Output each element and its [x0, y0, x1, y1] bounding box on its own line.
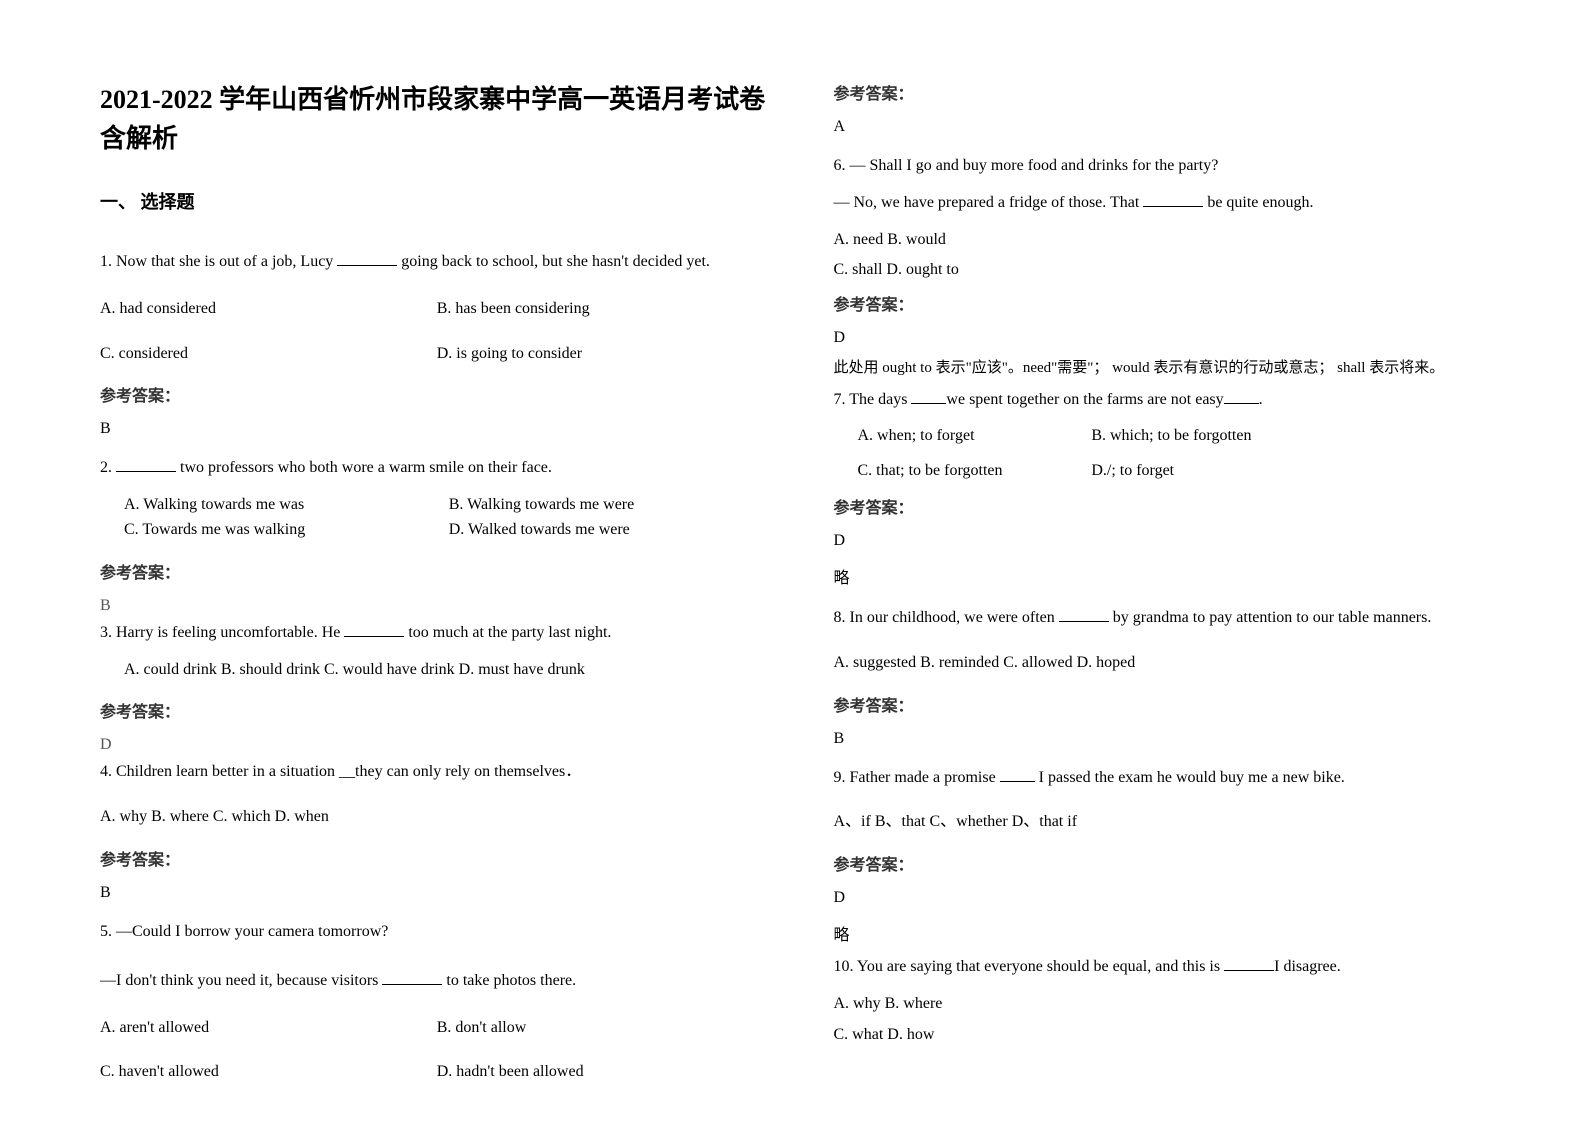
- q5-stem2b: to take photos there.: [442, 972, 576, 989]
- q2-ref-label: 参考答案：: [100, 559, 774, 583]
- q6-stem2a: — No, we have prepared a fridge of those…: [834, 194, 1144, 211]
- q2-opt-b: B. Walking towards me were: [449, 493, 774, 518]
- q5-stem2: —I don't think you need it, because visi…: [100, 969, 774, 994]
- q2-options: A. Walking towards me was B. Walking tow…: [100, 493, 774, 543]
- q7-opt-d: D./; to forget: [1091, 459, 1174, 484]
- blank: [1143, 191, 1203, 207]
- q5-stem2a: —I don't think you need it, because visi…: [100, 972, 382, 989]
- blank: [344, 621, 404, 637]
- q1-stem-a: 1. Now that she is out of a job, Lucy: [100, 253, 337, 270]
- right-column: 参考答案： A 6. — Shall I go and buy more foo…: [814, 80, 1528, 1082]
- q9-stem: 9. Father made a promise I passed the ex…: [834, 766, 1508, 791]
- q2-stem-a: 2.: [100, 459, 116, 476]
- q3-stem-a: 3. Harry is feeling uncomfortable. He: [100, 624, 344, 641]
- q7-stem: 7. The days we spent together on the far…: [834, 388, 1508, 413]
- q8-answer: B: [834, 730, 1508, 748]
- q8-options: A. suggested B. reminded C. allowed D. h…: [834, 651, 1508, 676]
- q6-answer: D: [834, 329, 1508, 347]
- q3-stem-b: too much at the party last night.: [404, 624, 611, 641]
- q6-stem2: — No, we have prepared a fridge of those…: [834, 191, 1508, 216]
- q1-opt-a: A. had considered: [100, 297, 437, 322]
- q2-stem: 2. two professors who both wore a warm s…: [100, 456, 774, 481]
- q7-opt-b: B. which; to be forgotten: [1091, 424, 1251, 449]
- q3-options: A. could drink B. should drink C. would …: [100, 658, 774, 683]
- q1-options: A. had considered B. has been considerin…: [100, 287, 774, 367]
- q6-explain: 此处用 ought to 表示"应该"。need"需要"； would 表示有意…: [834, 357, 1508, 380]
- page: 2021-2022 学年山西省忻州市段家寨中学高一英语月考试卷含解析 一、 选择…: [0, 0, 1587, 1122]
- q9-options: A、if B、that C、whether D、that if: [834, 810, 1508, 835]
- q7-answer: D: [834, 532, 1508, 550]
- q7-ref-label: 参考答案：: [834, 494, 1508, 518]
- q8-stem-a: 8. In our childhood, we were often: [834, 609, 1059, 626]
- q3-ref-label: 参考答案：: [100, 698, 774, 722]
- q6-opt-cd: C. shall D. ought to: [834, 258, 1508, 283]
- q5-stem1: 5. —Could I borrow your camera tomorrow?: [100, 920, 774, 945]
- section-1-heading: 一、 选择题: [100, 188, 774, 214]
- blank: [1224, 388, 1259, 404]
- q5-options: A. aren't allowed B. don't allow C. have…: [100, 1006, 774, 1086]
- q9-ref-label: 参考答案：: [834, 851, 1508, 875]
- q1-opt-d: D. is going to consider: [437, 342, 774, 367]
- q9-answer: D: [834, 889, 1508, 907]
- q1-ref-label: 参考答案：: [100, 382, 774, 406]
- q5-ref-label: 参考答案：: [834, 80, 1508, 104]
- blank: [1224, 955, 1274, 971]
- q6-stem2b: be quite enough.: [1203, 194, 1313, 211]
- q10-stem-a: 10. You are saying that everyone should …: [834, 958, 1225, 975]
- q5-opt-d: D. hadn't been allowed: [437, 1060, 774, 1085]
- q7-extra: 略: [834, 564, 1508, 588]
- q2-opt-d: D. Walked towards me were: [449, 518, 774, 543]
- blank: [1000, 766, 1035, 782]
- q9-stem-a: 9. Father made a promise: [834, 769, 1000, 786]
- q6-opt-ab: A. need B. would: [834, 228, 1508, 253]
- blank: [1059, 606, 1109, 622]
- q7-opt-a: A. when; to forget: [858, 424, 1092, 449]
- q1-opt-c: C. considered: [100, 342, 437, 367]
- q8-ref-label: 参考答案：: [834, 692, 1508, 716]
- q7-stem-a: 7. The days: [834, 391, 912, 408]
- q7-options: A. when; to forget B. which; to be forgo…: [834, 424, 1508, 484]
- q7-stem-b: we spent together on the farms are not e…: [946, 391, 1223, 408]
- q1-stem-b: going back to school, but she hasn't dec…: [397, 253, 710, 270]
- q10-stem: 10. You are saying that everyone should …: [834, 955, 1508, 980]
- q5-opt-c: C. haven't allowed: [100, 1060, 437, 1085]
- blank: [116, 456, 176, 472]
- q3-answer: D: [100, 736, 774, 754]
- blank: [911, 388, 946, 404]
- q10-opt-cd: C. what D. how: [834, 1023, 1508, 1048]
- blank: [382, 969, 442, 985]
- q5-opt-b: B. don't allow: [437, 1016, 774, 1041]
- q2-answer: B: [100, 597, 774, 615]
- q1-answer: B: [100, 420, 774, 438]
- q10-stem-b: I disagree.: [1274, 958, 1341, 975]
- q5-opt-a: A. aren't allowed: [100, 1016, 437, 1041]
- q6-ref-label: 参考答案：: [834, 291, 1508, 315]
- q9-extra: 略: [834, 921, 1508, 945]
- blank: [337, 250, 397, 266]
- q2-opt-a: A. Walking towards me was: [124, 493, 449, 518]
- q8-stem: 8. In our childhood, we were often by gr…: [834, 606, 1508, 631]
- q5-answer: A: [834, 118, 1508, 136]
- q4-stem: 4. Children learn better in a situation …: [100, 760, 774, 785]
- q6-stem1: 6. — Shall I go and buy more food and dr…: [834, 154, 1508, 179]
- q9-stem-b: I passed the exam he would buy me a new …: [1035, 769, 1345, 786]
- left-column: 2021-2022 学年山西省忻州市段家寨中学高一英语月考试卷含解析 一、 选择…: [100, 80, 814, 1082]
- q3-stem: 3. Harry is feeling uncomfortable. He to…: [100, 621, 774, 646]
- q4-options: A. why B. where C. which D. when: [100, 805, 774, 830]
- q4-ref-label: 参考答案：: [100, 846, 774, 870]
- q1-opt-b: B. has been considering: [437, 297, 774, 322]
- q10-opt-ab: A. why B. where: [834, 992, 1508, 1017]
- q7-stem-c: .: [1259, 391, 1263, 408]
- q1-stem: 1. Now that she is out of a job, Lucy go…: [100, 250, 774, 275]
- q2-opt-c: C. Towards me was walking: [124, 518, 449, 543]
- q8-stem-b: by grandma to pay attention to our table…: [1109, 609, 1432, 626]
- exam-title: 2021-2022 学年山西省忻州市段家寨中学高一英语月考试卷含解析: [100, 80, 774, 158]
- q7-opt-c: C. that; to be forgotten: [858, 459, 1092, 484]
- q2-stem-b: two professors who both wore a warm smil…: [176, 459, 552, 476]
- q4-answer: B: [100, 884, 774, 902]
